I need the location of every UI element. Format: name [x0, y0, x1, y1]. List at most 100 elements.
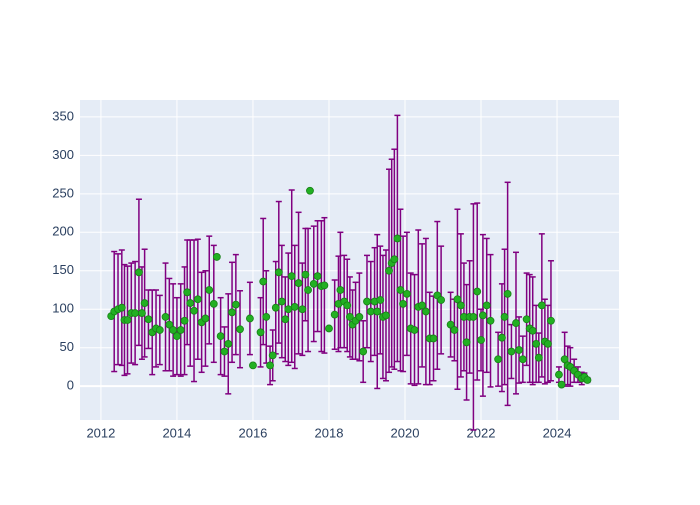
marker — [402, 289, 411, 298]
y-tick-label: 350 — [52, 108, 74, 123]
marker — [330, 310, 339, 319]
marker — [363, 297, 371, 306]
marker — [532, 339, 541, 348]
marker — [140, 299, 149, 307]
marker — [123, 316, 132, 324]
marker — [477, 336, 485, 344]
marker — [268, 351, 277, 360]
marker — [547, 316, 555, 325]
x-tick-label: 2016 — [238, 425, 267, 440]
marker — [376, 296, 385, 304]
marker — [462, 338, 471, 347]
marker — [479, 311, 487, 320]
marker — [355, 313, 364, 321]
marker — [390, 255, 399, 264]
marker — [469, 313, 478, 321]
marker — [256, 328, 265, 337]
marker — [290, 303, 299, 311]
marker — [396, 286, 405, 294]
marker — [161, 313, 170, 321]
marker — [281, 315, 290, 324]
marker — [359, 347, 368, 356]
marker — [298, 305, 307, 314]
y-tick-label: 50 — [60, 339, 74, 354]
marker — [500, 313, 509, 321]
marker — [537, 301, 546, 310]
marker — [343, 301, 352, 310]
marker — [560, 355, 569, 364]
marker — [209, 299, 218, 308]
marker — [117, 303, 126, 312]
marker — [216, 332, 225, 341]
marker — [437, 296, 446, 304]
marker — [262, 313, 271, 321]
marker — [382, 311, 390, 320]
marker — [393, 234, 402, 243]
marker — [190, 306, 198, 315]
marker — [304, 286, 312, 294]
marker — [453, 295, 462, 304]
marker — [522, 315, 531, 324]
marker — [503, 289, 512, 298]
marker — [287, 272, 296, 281]
y-tick-label: 300 — [52, 147, 74, 162]
marker — [169, 326, 178, 334]
marker — [450, 326, 459, 334]
marker — [220, 347, 229, 356]
marker — [486, 316, 495, 325]
marker — [231, 300, 240, 309]
marker — [176, 326, 185, 334]
y-tick-label: 0 — [67, 378, 74, 393]
marker — [294, 279, 303, 287]
marker — [410, 326, 419, 334]
marker — [345, 313, 354, 321]
marker — [236, 325, 244, 334]
marker — [399, 299, 407, 308]
marker — [173, 332, 181, 341]
marker — [193, 295, 202, 304]
marker — [515, 346, 523, 354]
marker — [212, 253, 221, 261]
y-tick-label: 250 — [52, 185, 74, 200]
marker — [135, 268, 143, 277]
x-tick-label: 2022 — [467, 425, 496, 440]
marker — [366, 307, 375, 316]
y-tick-label: 100 — [52, 301, 74, 316]
marker — [336, 286, 345, 294]
marker — [456, 301, 465, 310]
marker — [165, 320, 174, 329]
marker — [274, 268, 283, 277]
marker — [498, 333, 506, 342]
marker — [385, 266, 393, 275]
marker — [583, 376, 592, 384]
marker — [186, 299, 195, 307]
x-tick-label: 2012 — [86, 425, 115, 440]
x-tick-label: 2014 — [162, 425, 191, 440]
x-tick-label: 2018 — [315, 425, 344, 440]
marker — [555, 370, 563, 379]
marker — [224, 339, 233, 348]
marker — [373, 307, 382, 316]
marker — [205, 286, 214, 294]
marker — [429, 334, 438, 343]
marker — [313, 272, 322, 281]
marker — [325, 324, 333, 333]
marker — [284, 305, 293, 314]
marker — [518, 355, 527, 364]
marker — [277, 297, 286, 306]
marker — [544, 339, 552, 348]
marker — [418, 301, 427, 310]
marker — [138, 309, 146, 317]
marker — [309, 279, 318, 288]
x-tick-label: 2020 — [391, 425, 420, 440]
marker — [246, 314, 254, 323]
marker — [266, 361, 274, 370]
marker — [144, 315, 153, 324]
marker — [446, 320, 455, 329]
marker — [320, 281, 329, 290]
marker — [155, 326, 164, 334]
marker — [494, 355, 503, 364]
marker — [201, 314, 210, 323]
marker — [131, 309, 140, 317]
